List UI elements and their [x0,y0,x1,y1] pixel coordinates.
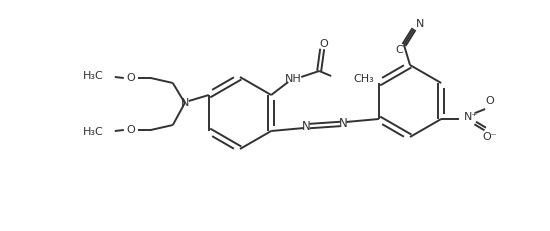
Text: NH: NH [285,74,301,84]
Text: O⁻: O⁻ [483,132,498,142]
Text: CH₃: CH₃ [353,74,374,84]
Text: H₃C: H₃C [83,127,104,137]
Text: N: N [180,98,189,108]
Text: N: N [416,19,424,29]
Text: C: C [395,45,403,55]
Text: N: N [339,117,348,131]
Text: O: O [126,73,135,83]
Text: H₃C: H₃C [83,71,104,81]
Text: O: O [486,96,494,106]
Text: O: O [126,125,135,135]
Text: O: O [320,39,328,49]
Text: N: N [302,119,311,133]
Text: N⁺: N⁺ [464,112,478,122]
